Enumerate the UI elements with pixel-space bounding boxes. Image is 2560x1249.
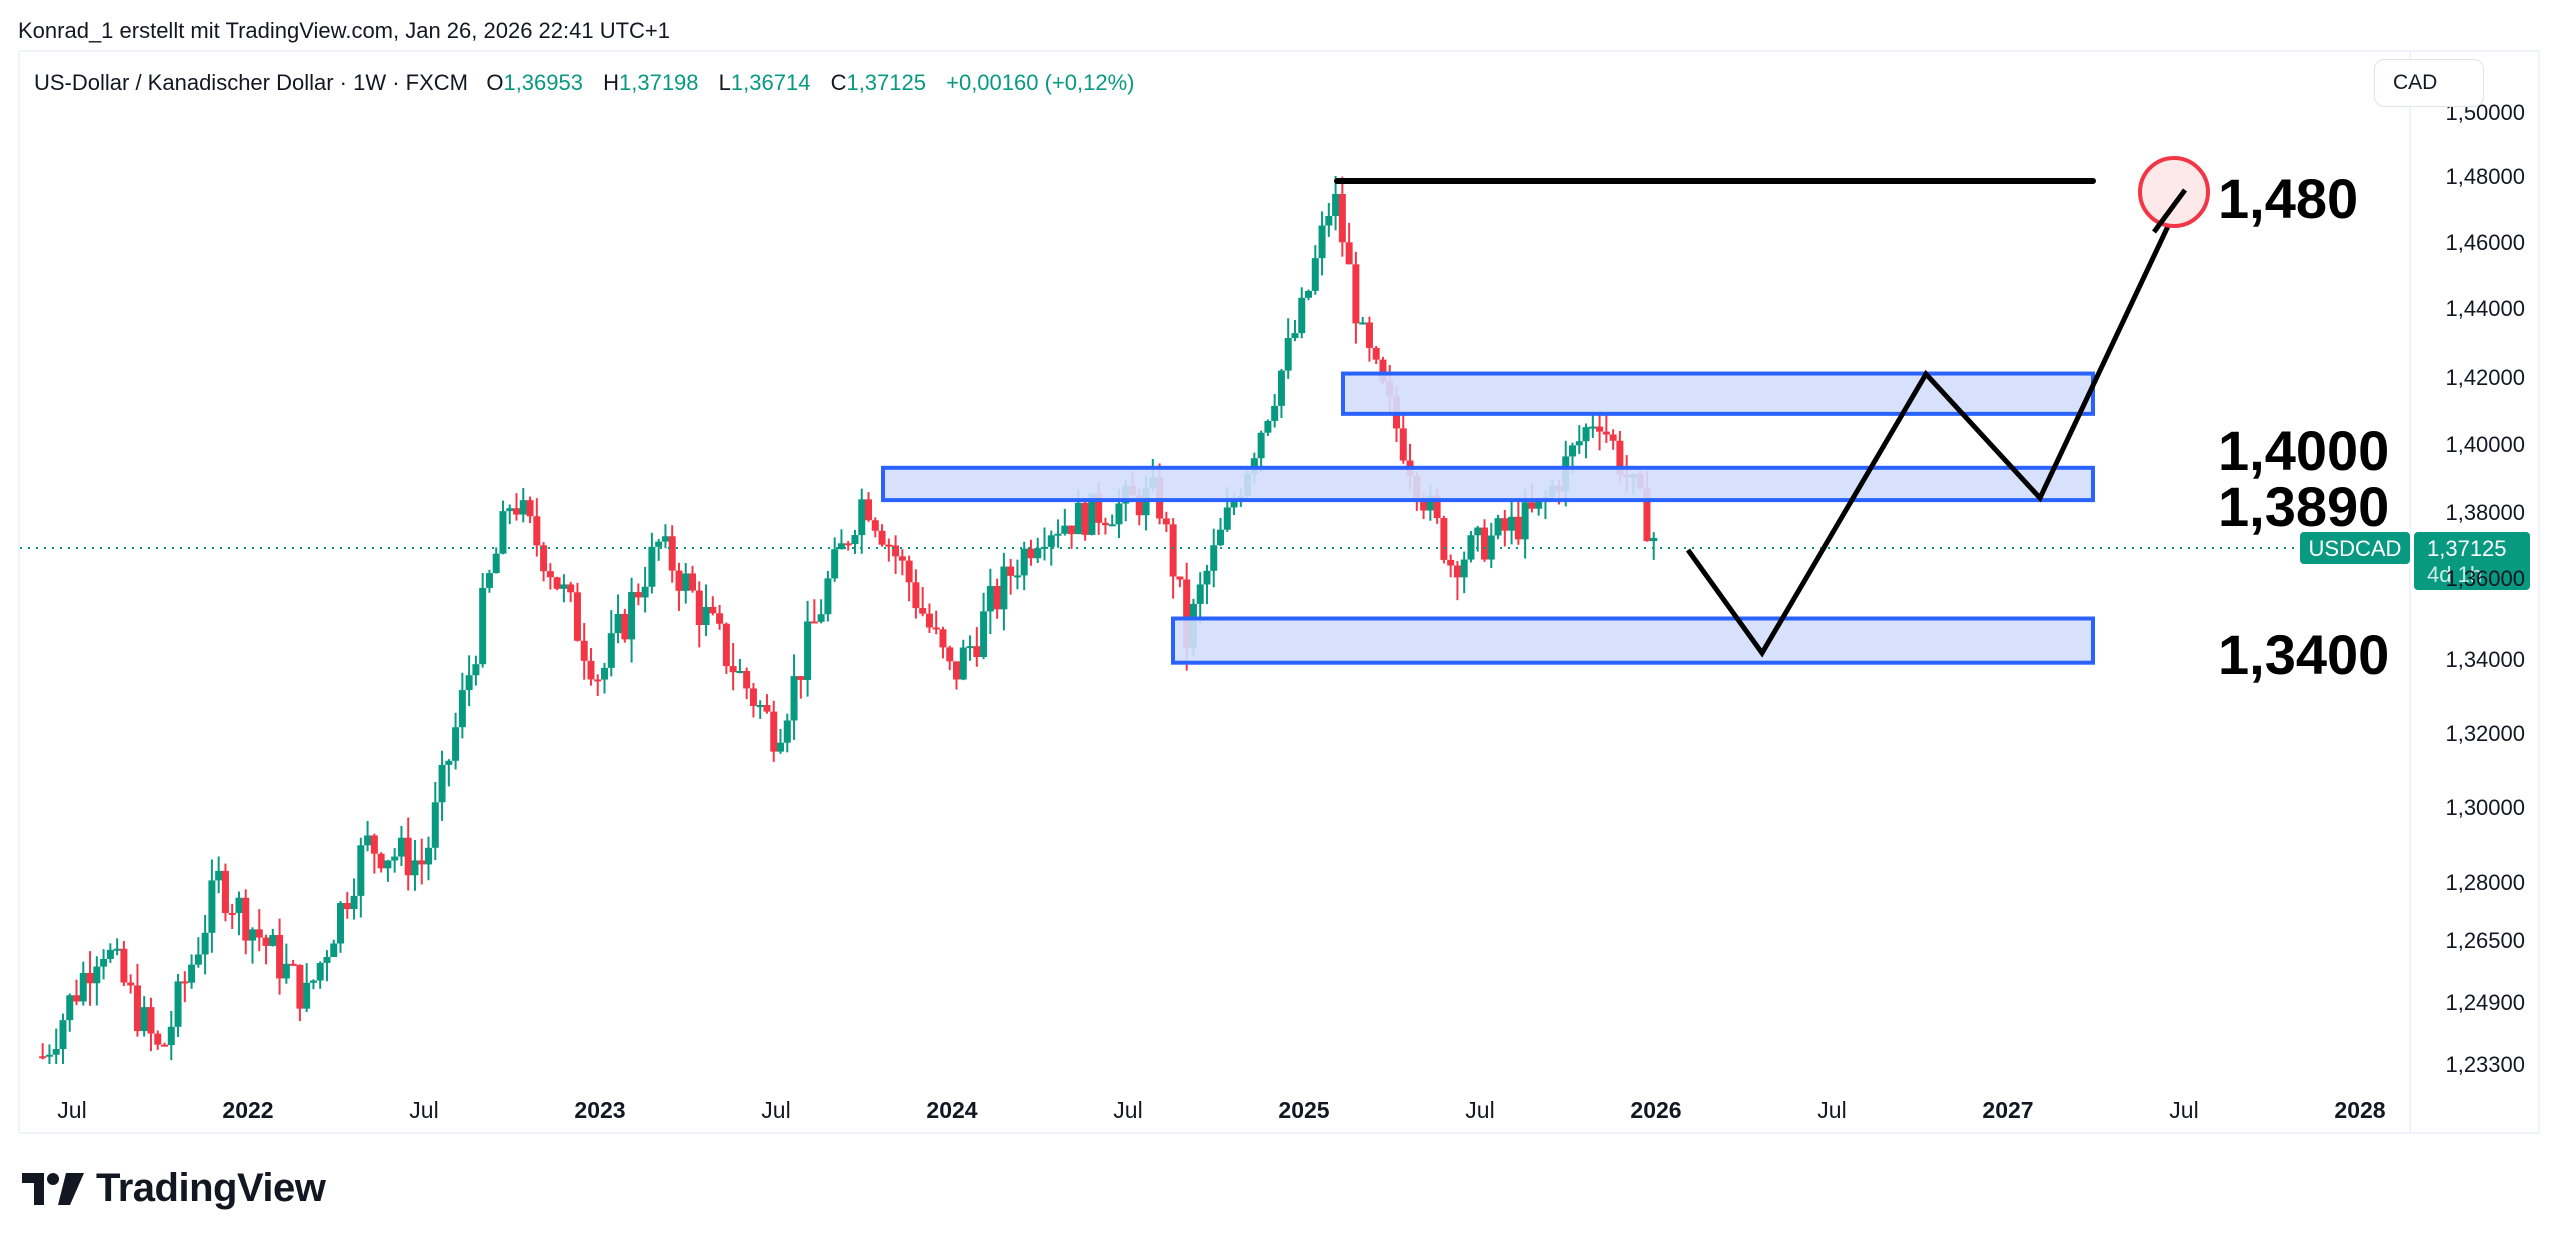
- target-price-label: 1,480: [2218, 167, 2358, 230]
- time-tick-label: Jul: [1113, 1097, 1142, 1123]
- time-tick-label: Jul: [2169, 1097, 2198, 1123]
- time-tick-label: Jul: [409, 1097, 438, 1123]
- close-value: 1,37125: [846, 70, 926, 95]
- candlestick-series: [39, 176, 1658, 1064]
- time-tick-label: 2024: [926, 1097, 977, 1123]
- low-label: L: [718, 70, 731, 95]
- time-axis[interactable]: Jul 2022 Jul 2023 Jul 2024 Jul 2025 Jul 2026 Jul 20…: [57, 1097, 2385, 1123]
- tradingview-logo-icon: [22, 1172, 84, 1205]
- brand-name: TradingView: [96, 1166, 326, 1210]
- price-tick-label: 1,46000: [2445, 230, 2525, 255]
- low-value: 1,36714: [730, 70, 811, 95]
- close-label: C: [830, 70, 847, 95]
- time-tick-label: Jul: [761, 1097, 790, 1123]
- price-tick-label: 1,42000: [2445, 365, 2525, 390]
- price-tick-label: 1,48000: [2445, 164, 2525, 189]
- time-tick-label: 2028: [2334, 1097, 2385, 1123]
- price-tick-label: 1,44000: [2445, 296, 2525, 321]
- price-tick-label: 1,34000: [2445, 647, 2525, 672]
- currency-label: CAD: [2393, 71, 2438, 94]
- price-tick-label: 1,40000: [2445, 432, 2525, 457]
- zone-middle[interactable]: [881, 465, 2095, 503]
- support-resistance-zones: [881, 371, 2095, 665]
- time-tick-label: Jul: [1817, 1097, 1846, 1123]
- price-tick-label: 1,24900: [2445, 990, 2525, 1015]
- symbol-price-tag: [2300, 532, 2410, 564]
- time-tick-label: 2026: [1630, 1097, 1681, 1123]
- price-tick-label: 1,38000: [2445, 500, 2525, 525]
- time-tick-label: 2022: [222, 1097, 273, 1123]
- time-tick-label: 2027: [1982, 1097, 2033, 1123]
- chart-credit: Konrad_1 erstellt mit TradingView.com, J…: [18, 18, 671, 43]
- chart-frame: [18, 50, 2540, 1134]
- open-label: O: [486, 70, 504, 95]
- price-tick-label: 1,28000: [2445, 870, 2525, 895]
- last-price-value: 1,37125: [2427, 536, 2507, 561]
- target-circle[interactable]: [2138, 156, 2210, 228]
- symbol-legend: US-Dollar / Kanadischer Dollar · 1W · FX…: [34, 70, 1148, 96]
- price-tick-label: 1,26500: [2445, 928, 2525, 953]
- time-tick-label: Jul: [57, 1097, 86, 1123]
- zone-label-1: 1,4000: [2218, 419, 2389, 482]
- symbol-tag-label: USDCAD: [2309, 536, 2402, 561]
- change-value: +0,00160 (+0,12%): [946, 70, 1135, 95]
- time-tick-label: Jul: [1465, 1097, 1494, 1123]
- last-price-tag: [2414, 532, 2530, 590]
- high-value: 1,37198: [619, 70, 699, 95]
- price-tick-label: 1,36000: [2445, 566, 2525, 591]
- bar-countdown: 4d 1h: [2427, 562, 2482, 587]
- high-label: H: [603, 70, 619, 95]
- currency-button[interactable]: CAD: [2374, 59, 2484, 107]
- symbol-description: US-Dollar / Kanadischer Dollar · 1W · FX…: [34, 70, 468, 95]
- time-tick-label: 2025: [1278, 1097, 1329, 1123]
- zone-lower[interactable]: [1171, 616, 2095, 665]
- price-axis[interactable]: 1,500001,480001,460001,440001,420001,400…: [2445, 100, 2525, 1077]
- time-tick-label: 2023: [574, 1097, 625, 1123]
- projection-path[interactable]: [1685, 188, 2188, 658]
- tradingview-logo[interactable]: TradingView: [22, 1166, 326, 1211]
- zone-label-3: 1,3400: [2218, 623, 2389, 686]
- price-tick-label: 1,23300: [2445, 1052, 2525, 1077]
- price-tick-label: 1,30000: [2445, 795, 2525, 820]
- open-value: 1,36953: [503, 70, 583, 95]
- zone-upper[interactable]: [1341, 371, 2095, 416]
- price-tick-label: 1,32000: [2445, 721, 2525, 746]
- zone-label-2: 1,3890: [2218, 475, 2389, 538]
